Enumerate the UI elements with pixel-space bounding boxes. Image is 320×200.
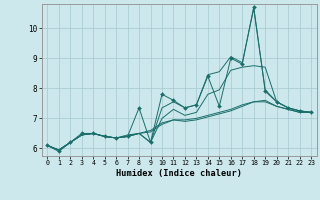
X-axis label: Humidex (Indice chaleur): Humidex (Indice chaleur) <box>116 169 242 178</box>
